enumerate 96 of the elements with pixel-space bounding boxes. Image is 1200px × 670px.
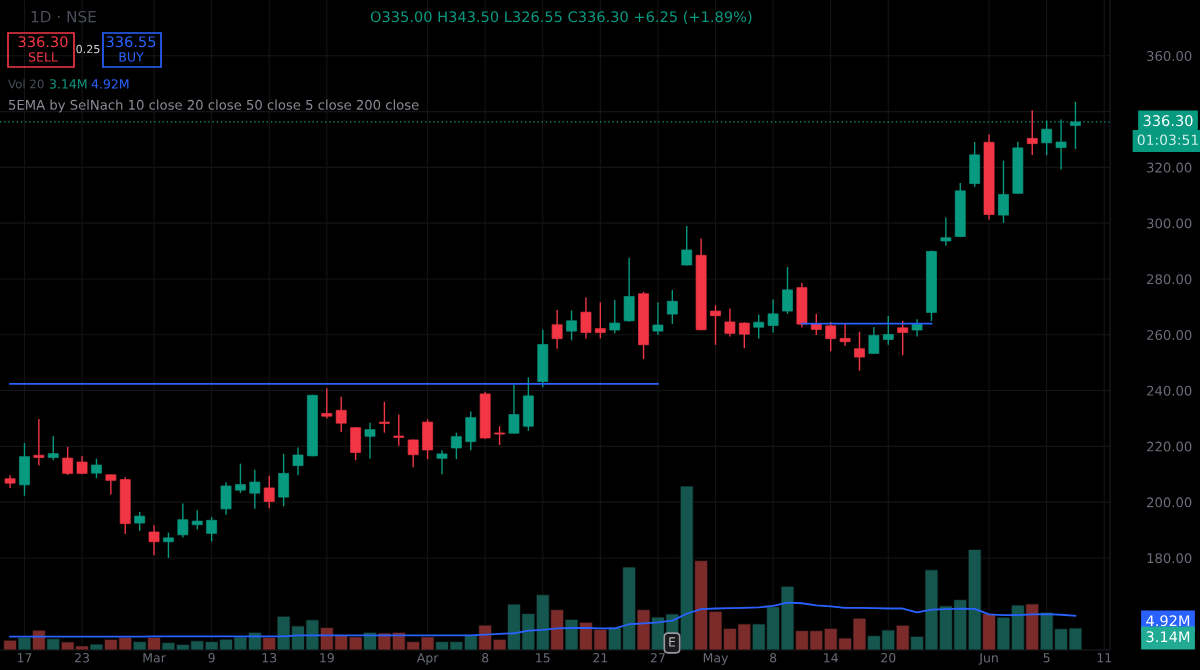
y-tick-label: 180.00 — [1147, 553, 1192, 564]
candlestick — [278, 453, 290, 508]
candlestick — [580, 296, 592, 340]
y-tick-label: 360.00 — [1147, 51, 1192, 61]
candlestick — [263, 474, 275, 509]
candlestick — [566, 309, 577, 342]
candlestick — [897, 320, 909, 356]
candlestick — [407, 438, 419, 468]
candlestick — [882, 315, 894, 346]
candlestick — [998, 159, 1009, 224]
annotation: 4.92M — [91, 79, 129, 89]
annotation: E — [669, 637, 676, 647]
x-tick-label: Mar — [143, 653, 166, 663]
x-tick-label: 14 — [824, 653, 838, 663]
candlestick — [321, 387, 333, 420]
candlestick — [594, 301, 606, 340]
candlestick — [767, 298, 779, 334]
x-tick-label: 23 — [75, 653, 90, 663]
annotation: 5EMA by SelNach 10 close 20 close 50 close 5 close 200 close — [9, 99, 419, 113]
candlestick — [753, 313, 765, 340]
x-tick-label: 5 — [1043, 653, 1050, 663]
candlestick — [450, 431, 462, 460]
x-tick-label: 13 — [262, 653, 277, 663]
y-tick-label: 240.00 — [1147, 385, 1192, 396]
x-tick-label: May — [703, 653, 729, 665]
text: 01:03:51 — [1137, 134, 1198, 146]
x-tick-label: 11 — [1097, 653, 1112, 663]
annotation: BUY — [119, 52, 144, 62]
x-tick-label: 17 — [17, 653, 32, 663]
y-tick-label: 200.00 — [1147, 497, 1192, 508]
candlestick — [738, 321, 750, 349]
candlestick — [235, 462, 246, 494]
x-tick-label: 21 — [593, 653, 608, 663]
candlestick — [47, 435, 59, 461]
candlestick — [191, 509, 203, 531]
candlestick — [134, 511, 146, 532]
annotation: 336.55 — [106, 36, 156, 48]
annotation: SELL — [28, 52, 58, 62]
candlestick — [1041, 119, 1053, 156]
annotation: 336.30 — [18, 36, 68, 48]
candlestick — [364, 421, 376, 460]
candlestick — [494, 425, 505, 446]
candlestick — [868, 326, 880, 355]
candlestick — [292, 446, 304, 476]
candlestick — [508, 384, 520, 435]
ref-line-label: 336.30 — [1143, 115, 1193, 127]
candlestick — [436, 449, 448, 475]
candlestick — [335, 396, 347, 433]
x-tick-label: 8 — [482, 653, 489, 663]
candlestick — [666, 289, 678, 325]
candlestick — [854, 331, 865, 372]
candlestick — [177, 502, 189, 539]
y-tick-label: 280.00 — [1147, 274, 1192, 285]
annotation: O335.00 H343.50 L326.55 C336.30 +6.25 (+1.89%) — [370, 10, 752, 24]
candlestick — [206, 516, 218, 543]
annotation: 0.25 — [76, 44, 100, 54]
candlestick — [465, 410, 477, 451]
x-tick-label: 20 — [881, 653, 896, 663]
y-tick-label: 220.00 — [1147, 441, 1192, 452]
candlestick — [839, 322, 851, 347]
candlestick — [148, 524, 160, 556]
y-tick-label: 320.00 — [1147, 162, 1192, 173]
text: 3.14M — [1146, 631, 1190, 643]
candlestick — [220, 481, 232, 516]
annotation: 3.14M — [49, 79, 87, 89]
candlestick — [1026, 109, 1038, 156]
candlestick — [825, 321, 837, 352]
x-tick-label: 19 — [320, 653, 334, 663]
x-tick-label: 27 — [650, 653, 665, 663]
x-tick-label: 9 — [208, 653, 215, 663]
candlestick — [393, 413, 405, 447]
candlestick — [609, 299, 621, 335]
candlestick — [551, 309, 563, 350]
candlestick — [940, 216, 952, 247]
candlestick — [724, 307, 736, 338]
text: 4.92M — [1146, 615, 1190, 627]
y-tick-label: 260.00 — [1147, 329, 1192, 340]
candlestick — [1070, 101, 1081, 150]
text: 1D · NSE — [31, 10, 96, 23]
candlestick — [782, 266, 793, 315]
x-tick-label: Jun — [978, 653, 998, 665]
candlestick — [710, 304, 721, 346]
y-tick-label: 300.00 — [1147, 218, 1192, 229]
candlestick — [62, 446, 74, 476]
annotation: Vol 20 — [8, 79, 44, 89]
candlestick — [33, 418, 45, 467]
x-tick-label: 8 — [769, 653, 777, 663]
candlestick — [379, 401, 390, 434]
candlestick — [91, 457, 102, 479]
candlestick — [681, 225, 693, 267]
x-tick-label: Apr — [416, 653, 439, 665]
candlestick — [105, 474, 117, 496]
candlestick — [652, 301, 664, 336]
candlestick — [163, 531, 174, 559]
candlestick — [249, 469, 261, 510]
x-tick-label: 15 — [536, 653, 550, 663]
